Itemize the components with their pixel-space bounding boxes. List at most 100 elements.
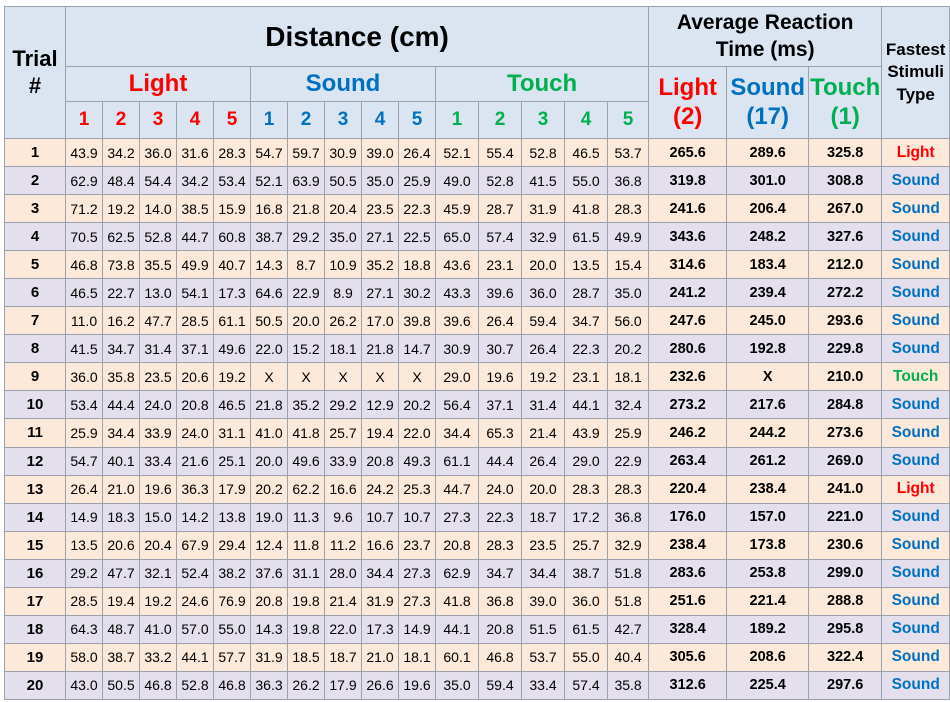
avg-light-cell: 283.6 bbox=[648, 558, 728, 588]
touch-distance-cell: 35.0 bbox=[435, 670, 479, 701]
light-distance-cell: 52.4 bbox=[176, 558, 214, 588]
sound-distance-cell: 49.6 bbox=[287, 446, 325, 476]
touch-distance-cell: 62.9 bbox=[435, 558, 479, 588]
sound-distance-cell: 17.3 bbox=[361, 614, 399, 644]
trial-number: 5 bbox=[4, 250, 66, 280]
light-distance-cell: 40.1 bbox=[102, 446, 140, 476]
touch-distance-cell: 32.4 bbox=[606, 390, 650, 420]
light-distance-cell: 28.5 bbox=[176, 306, 214, 336]
fastest-stimuli-cell: Light bbox=[881, 137, 950, 168]
avg-touch-cell: 267.0 bbox=[808, 194, 883, 224]
light-trial-1-header: 1 bbox=[65, 101, 103, 139]
touch-distance-cell: 44.1 bbox=[564, 390, 608, 420]
touch-distance-cell: 44.1 bbox=[435, 614, 479, 644]
touch-distance-cell: 20.2 bbox=[606, 334, 650, 364]
avg-light-cell: 263.4 bbox=[648, 446, 728, 476]
sound-distance-cell: X bbox=[324, 362, 362, 392]
light-distance-cell: 67.9 bbox=[176, 530, 214, 560]
avg-reaction-header: Average Reaction Time (ms) bbox=[648, 6, 883, 67]
sound-trial-5-header: 5 bbox=[398, 101, 436, 139]
sound-distance-cell: 29.2 bbox=[324, 390, 362, 420]
touch-distance-cell: 53.7 bbox=[606, 137, 650, 168]
light-distance-cell: 33.2 bbox=[139, 642, 177, 672]
light-distance-cell: 38.5 bbox=[176, 194, 214, 224]
light-distance-cell: 19.2 bbox=[102, 194, 140, 224]
light-distance-cell: 60.8 bbox=[213, 222, 251, 252]
avg-light-cell: 280.6 bbox=[648, 334, 728, 364]
trial-number: 10 bbox=[4, 390, 66, 420]
avg-touch-cell: 241.0 bbox=[808, 474, 883, 504]
light-distance-cell: 44.4 bbox=[102, 390, 140, 420]
touch-distance-cell: 40.4 bbox=[606, 642, 650, 672]
touch-distance-cell: 61.5 bbox=[564, 222, 608, 252]
touch-distance-cell: 42.7 bbox=[606, 614, 650, 644]
trial-number: 1 bbox=[4, 137, 66, 168]
sound-distance-cell: 26.2 bbox=[324, 306, 362, 336]
table-row: 11 25.9 34.4 33.9 24.0 31.1 41.0 41.8 25.7 19.4 22… bbox=[4, 418, 950, 448]
touch-distance-cell: 60.1 bbox=[435, 642, 479, 672]
avg-touch-cell: 327.6 bbox=[808, 222, 883, 252]
sound-distance-cell: 19.0 bbox=[250, 502, 288, 532]
touch-distance-cell: 28.3 bbox=[606, 194, 650, 224]
table-row: 20 43.0 50.5 46.8 52.8 46.8 36.3 26.2 17.9 26.6 19… bbox=[4, 670, 950, 701]
table-row: 17 28.5 19.4 19.2 24.6 76.9 20.8 19.8 21.4 31.9 27… bbox=[4, 586, 950, 616]
fastest-stimuli-cell: Sound bbox=[881, 670, 950, 701]
table-row: 7 11.0 16.2 47.7 28.5 61.1 50.5 20.0 26.2 17.0 39.… bbox=[4, 306, 950, 336]
light-distance-cell: 57.0 bbox=[176, 614, 214, 644]
fastest-stimuli-cell: Sound bbox=[881, 334, 950, 364]
touch-distance-cell: 56.0 bbox=[606, 306, 650, 336]
sound-distance-cell: 11.8 bbox=[287, 530, 325, 560]
light-distance-cell: 36.3 bbox=[176, 474, 214, 504]
touch-distance-cell: 13.5 bbox=[564, 250, 608, 280]
sound-distance-cell: 64.6 bbox=[250, 278, 288, 308]
light-distance-cell: 14.2 bbox=[176, 502, 214, 532]
touch-distance-cell: 36.0 bbox=[521, 278, 565, 308]
table-row: 10 53.4 44.4 24.0 20.8 46.5 21.8 35.2 29.2 12.9 20… bbox=[4, 390, 950, 420]
avg-light-cell: 314.6 bbox=[648, 250, 728, 280]
fastest-stimuli-cell: Sound bbox=[881, 390, 950, 420]
avg-light-cell: 220.4 bbox=[648, 474, 728, 504]
light-distance-cell: 34.2 bbox=[176, 166, 214, 196]
avg-sound-cell: 261.2 bbox=[726, 446, 810, 476]
light-distance-cell: 54.1 bbox=[176, 278, 214, 308]
touch-distance-cell: 34.7 bbox=[478, 558, 522, 588]
touch-distance-cell: 61.1 bbox=[435, 446, 479, 476]
sound-distance-cell: 62.2 bbox=[287, 474, 325, 504]
touch-distance-cell: 31.9 bbox=[521, 194, 565, 224]
light-distance-cell: 52.8 bbox=[176, 670, 214, 701]
touch-distance-cell: 22.3 bbox=[478, 502, 522, 532]
sound-distance-cell: 10.9 bbox=[324, 250, 362, 280]
touch-distance-cell: 21.4 bbox=[521, 418, 565, 448]
light-distance-cell: 71.2 bbox=[65, 194, 103, 224]
avg-sound-cell: 217.6 bbox=[726, 390, 810, 420]
touch-distance-cell: 52.8 bbox=[478, 166, 522, 196]
touch-distance-cell: 30.7 bbox=[478, 334, 522, 364]
light-distance-cell: 41.0 bbox=[139, 614, 177, 644]
distance-header: Distance (cm) bbox=[64, 6, 650, 67]
avg-touch-cell: 322.4 bbox=[808, 642, 883, 672]
sound-distance-cell: 26.6 bbox=[361, 670, 399, 701]
table-row: 8 41.5 34.7 31.4 37.1 49.6 22.0 15.2 18.1 21.8 14.… bbox=[4, 334, 950, 364]
trial-number: 18 bbox=[4, 614, 66, 644]
sound-distance-cell: 35.0 bbox=[361, 166, 399, 196]
touch-distance-cell: 26.4 bbox=[521, 446, 565, 476]
sound-distance-cell: X bbox=[361, 362, 399, 392]
light-distance-cell: 20.8 bbox=[176, 390, 214, 420]
fastest-stimuli-cell: Sound bbox=[881, 586, 950, 616]
avg-touch-cell: 299.0 bbox=[808, 558, 883, 588]
touch-distance-cell: 18.1 bbox=[606, 362, 650, 392]
trial-number: 6 bbox=[4, 278, 66, 308]
sound-distance-cell: 34.4 bbox=[361, 558, 399, 588]
light-distance-cell: 19.4 bbox=[102, 586, 140, 616]
touch-distance-cell: 44.7 bbox=[435, 474, 479, 504]
sound-distance-cell: 19.6 bbox=[398, 670, 436, 701]
touch-distance-cell: 15.4 bbox=[606, 250, 650, 280]
touch-distance-cell: 20.0 bbox=[521, 250, 565, 280]
light-distance-cell: 20.4 bbox=[139, 530, 177, 560]
sound-distance-cell: 50.5 bbox=[324, 166, 362, 196]
light-distance-cell: 46.8 bbox=[139, 670, 177, 701]
trial-number: 17 bbox=[4, 586, 66, 616]
sound-distance-cell: 35.2 bbox=[361, 250, 399, 280]
light-distance-cell: 49.6 bbox=[213, 334, 251, 364]
touch-distance-cell: 39.6 bbox=[435, 306, 479, 336]
